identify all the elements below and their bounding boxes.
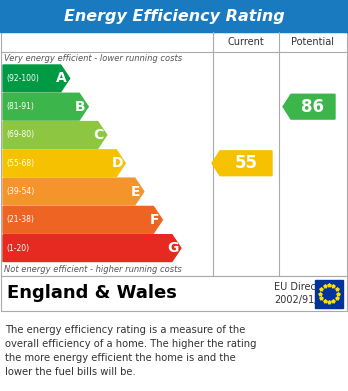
Text: (55-68): (55-68) bbox=[6, 159, 34, 168]
Text: England & Wales: England & Wales bbox=[7, 285, 177, 303]
Text: 55: 55 bbox=[235, 154, 258, 172]
Text: F: F bbox=[150, 213, 159, 227]
Text: Energy Efficiency Rating: Energy Efficiency Rating bbox=[64, 9, 284, 23]
Text: A: A bbox=[56, 72, 67, 85]
Text: The energy efficiency rating is a measure of the
overall efficiency of a home. T: The energy efficiency rating is a measur… bbox=[5, 325, 256, 377]
Text: (1-20): (1-20) bbox=[6, 244, 29, 253]
Text: 86: 86 bbox=[301, 98, 324, 116]
Text: (21-38): (21-38) bbox=[6, 215, 34, 224]
Bar bbox=[315, 280, 343, 307]
Text: D: D bbox=[112, 156, 123, 170]
Text: C: C bbox=[94, 128, 104, 142]
Text: Not energy efficient - higher running costs: Not energy efficient - higher running co… bbox=[4, 265, 182, 274]
Bar bbox=[1, 32, 347, 276]
Polygon shape bbox=[3, 178, 144, 205]
Polygon shape bbox=[3, 235, 181, 262]
Text: Current: Current bbox=[228, 37, 264, 47]
Text: Potential: Potential bbox=[292, 37, 334, 47]
Polygon shape bbox=[3, 65, 70, 92]
Text: G: G bbox=[167, 241, 179, 255]
Text: (69-80): (69-80) bbox=[6, 131, 34, 140]
Polygon shape bbox=[3, 122, 107, 148]
Text: (39-54): (39-54) bbox=[6, 187, 34, 196]
Text: Very energy efficient - lower running costs: Very energy efficient - lower running co… bbox=[4, 54, 182, 63]
Bar bbox=[0, 0, 348, 32]
Polygon shape bbox=[3, 93, 88, 120]
Polygon shape bbox=[3, 206, 163, 233]
Polygon shape bbox=[212, 151, 272, 176]
Text: EU Directive
2002/91/EC: EU Directive 2002/91/EC bbox=[274, 282, 334, 305]
Bar bbox=[1, 276, 347, 311]
Text: E: E bbox=[131, 185, 141, 199]
Text: B: B bbox=[75, 100, 86, 114]
Polygon shape bbox=[3, 150, 125, 177]
Polygon shape bbox=[283, 94, 335, 119]
Text: (81-91): (81-91) bbox=[6, 102, 34, 111]
Text: (92-100): (92-100) bbox=[6, 74, 39, 83]
